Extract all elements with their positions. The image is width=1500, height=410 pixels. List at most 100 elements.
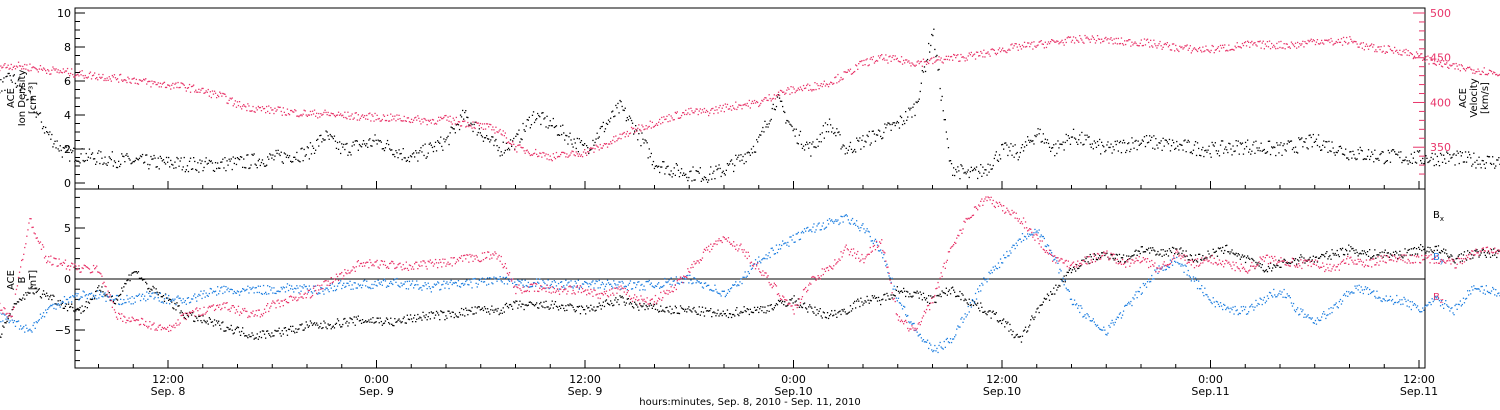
density-series-point	[379, 140, 381, 142]
velocity-series-point	[298, 116, 300, 118]
bx-series-point	[108, 292, 110, 294]
velocity-series-point	[805, 87, 807, 89]
bx-series-point	[75, 310, 77, 312]
density-series-point	[53, 143, 55, 145]
velocity-series-point	[1023, 41, 1026, 43]
density-series-point	[1006, 144, 1008, 146]
density-series-point	[1009, 150, 1011, 152]
density-series-point	[970, 166, 972, 168]
density-series-point	[1337, 150, 1339, 152]
velocity-series-point	[1222, 44, 1224, 46]
velocity-series-point	[552, 153, 554, 155]
velocity-series-point	[1162, 46, 1164, 48]
density-series-point	[245, 167, 247, 169]
density-series-point	[20, 89, 22, 91]
velocity-series-point	[789, 93, 791, 95]
velocity-series-point	[17, 61, 20, 63]
velocity-series-point	[315, 115, 317, 117]
velocity-series-point	[1399, 49, 1401, 51]
density-series-point	[843, 145, 845, 147]
velocity-series-point	[58, 72, 60, 74]
velocity-series-point	[1115, 37, 1117, 40]
bx-series-point	[152, 285, 154, 288]
velocity-series-point	[892, 55, 894, 57]
velocity-series-point	[64, 70, 67, 72]
density-series-point	[1055, 143, 1057, 145]
velocity-series-point	[30, 69, 32, 72]
density-series-point	[5, 76, 7, 78]
density-series-point	[717, 167, 719, 170]
bx-series-point	[170, 299, 172, 301]
density-series-point	[438, 141, 440, 143]
density-series-point	[159, 155, 161, 158]
velocity-series-point	[391, 119, 393, 121]
velocity-series-point	[988, 53, 990, 55]
velocity-series-point	[1004, 50, 1006, 52]
bx-series-point	[113, 302, 116, 304]
velocity-series-point	[1160, 45, 1162, 47]
velocity-series-point	[900, 56, 903, 58]
velocity-series-point	[1492, 73, 1494, 75]
density-series-point	[560, 125, 562, 127]
density-series-point	[284, 153, 287, 155]
velocity-series-point	[234, 100, 236, 102]
density-series-point	[1095, 146, 1098, 148]
velocity-series-point	[817, 84, 819, 87]
density-series-point	[394, 156, 396, 158]
velocity-series-point	[488, 126, 490, 128]
density-series-point	[80, 153, 82, 155]
density-series-point	[811, 143, 813, 145]
density-series-point	[1247, 139, 1249, 141]
density-series-point	[564, 139, 566, 141]
velocity-series-point	[1366, 45, 1369, 47]
bx-series-point	[129, 280, 131, 282]
velocity-series-point	[48, 70, 50, 72]
density-series-point	[594, 141, 596, 144]
density-series-point	[151, 158, 153, 160]
density-series-point	[733, 170, 735, 173]
density-series-point	[692, 166, 694, 168]
velocity-series-point	[1092, 36, 1094, 39]
density-series-point	[1238, 153, 1240, 155]
velocity-series-point	[198, 88, 200, 90]
velocity-series-point	[1396, 49, 1398, 51]
density-series-point	[1315, 138, 1318, 140]
density-series-point	[1177, 145, 1179, 147]
density-series-point	[126, 153, 128, 155]
density-series-point	[957, 166, 959, 168]
velocity-series-point	[40, 68, 43, 70]
bx-series-point	[36, 290, 38, 293]
velocity-series-point	[172, 82, 174, 85]
density-series-point	[931, 33, 933, 36]
bx-series-point	[64, 305, 67, 307]
density-series-point	[1482, 160, 1484, 162]
velocity-series-point	[1345, 41, 1347, 44]
velocity-series-point	[944, 58, 946, 61]
velocity-series-point	[918, 62, 920, 65]
density-series-point	[330, 135, 332, 137]
velocity-series-point	[1177, 49, 1179, 51]
velocity-series-point	[294, 109, 296, 111]
density-series-point	[1257, 149, 1259, 152]
density-series-point	[372, 139, 374, 142]
bx-series-point	[51, 299, 53, 301]
density-series-point	[530, 124, 533, 126]
velocity-series-point	[450, 121, 452, 123]
density-series-point	[1261, 150, 1263, 152]
density-series-point	[873, 133, 876, 135]
velocity-series-point	[1242, 44, 1245, 47]
density-series-point	[597, 137, 599, 139]
bx-series-point	[176, 302, 178, 304]
density-series-point	[1150, 139, 1152, 141]
velocity-series-point	[718, 107, 720, 109]
velocity-series-point	[769, 97, 771, 100]
density-series-point	[1020, 147, 1023, 149]
bx-series-point	[70, 306, 72, 308]
velocity-series-point	[66, 67, 69, 70]
density-series-point	[622, 109, 624, 111]
velocity-series-point	[729, 105, 732, 108]
density-series-point	[672, 173, 674, 175]
density-series-point	[9, 75, 11, 77]
bx-series-point	[172, 307, 174, 309]
density-series-point	[1037, 128, 1039, 130]
